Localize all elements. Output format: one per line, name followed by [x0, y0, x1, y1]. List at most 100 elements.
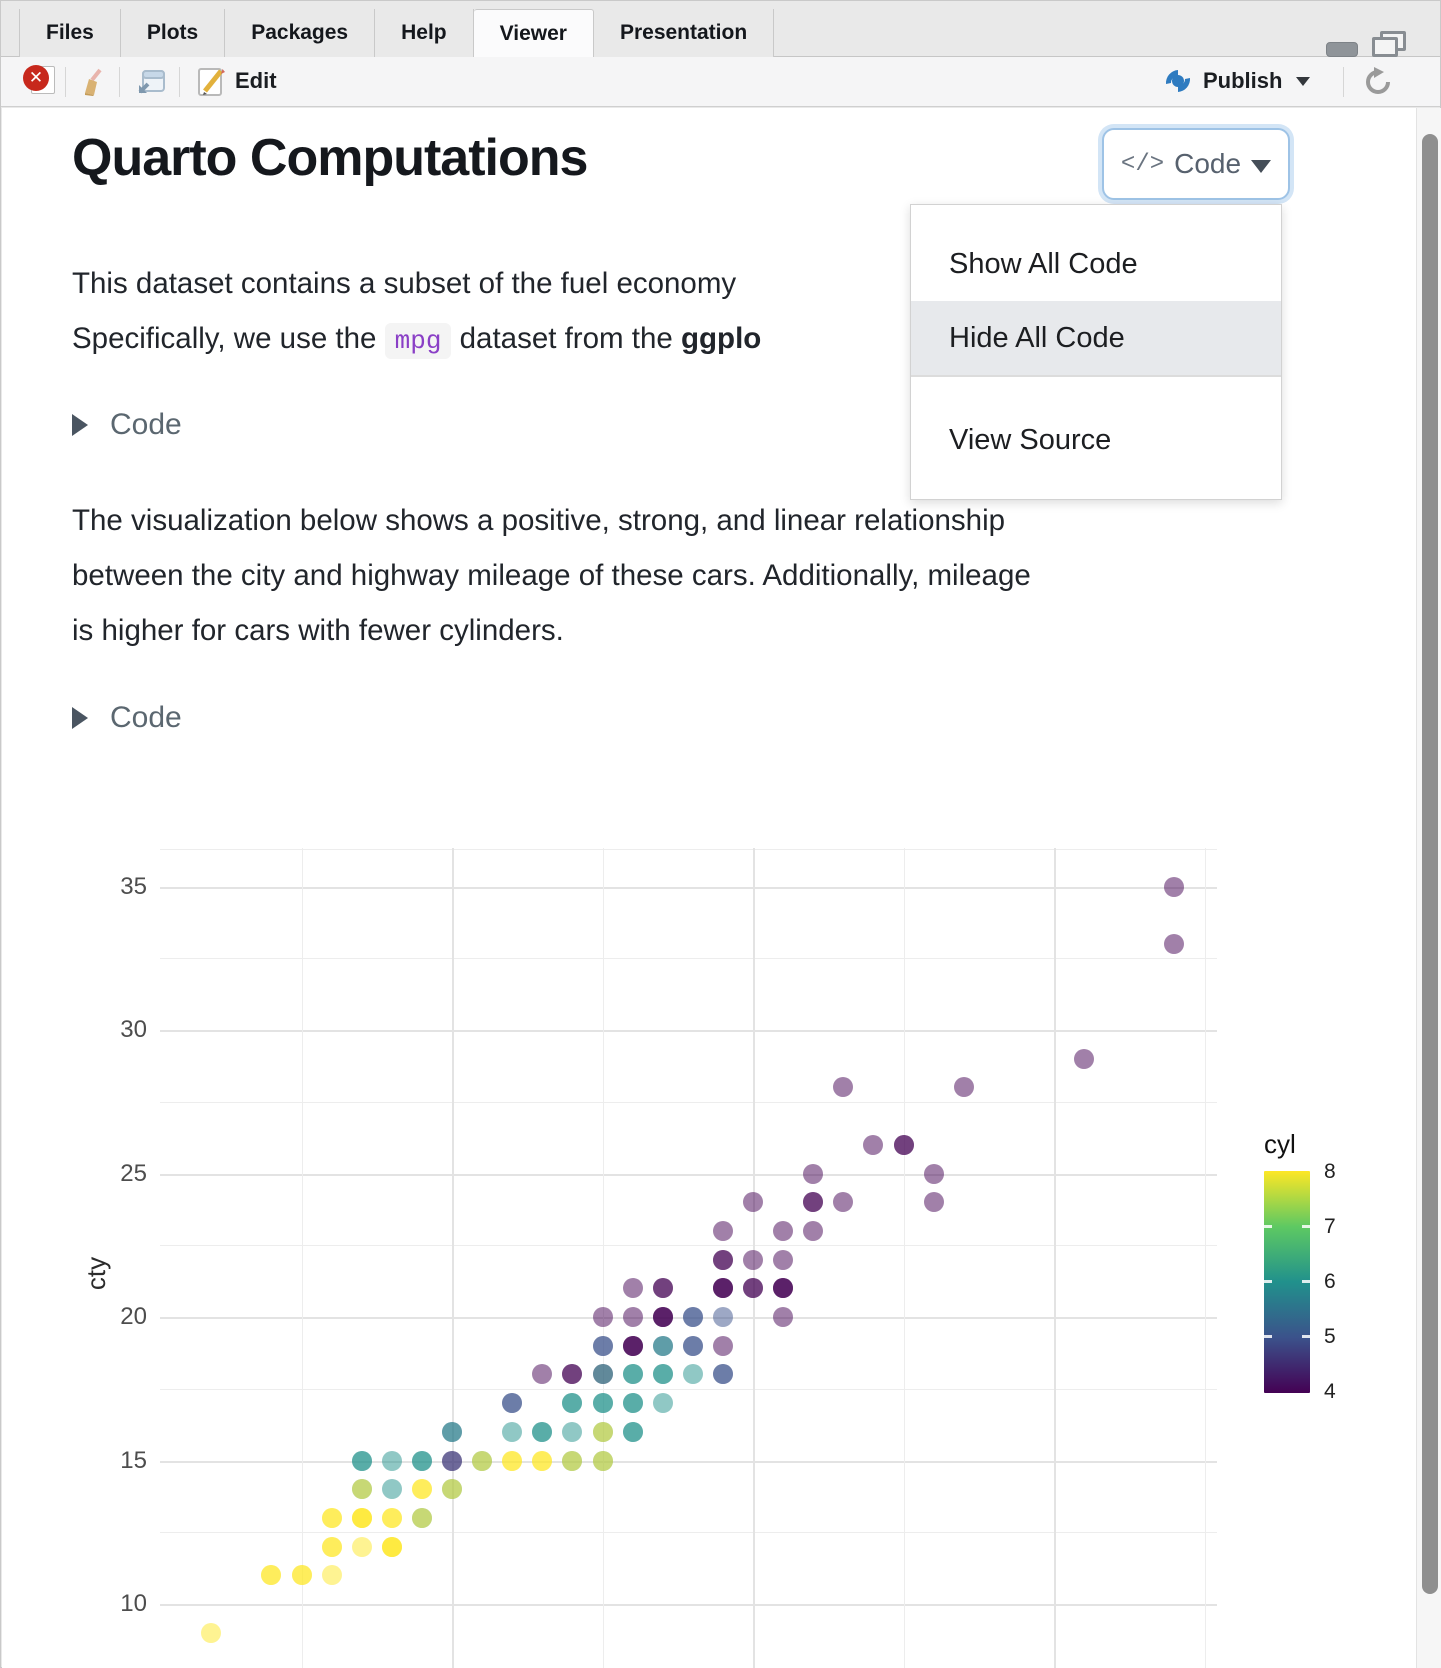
data-point	[682, 1307, 703, 1327]
menu-item-show-all-code[interactable]: Show All Code	[949, 247, 1138, 280]
y-axis-tick-label: 25	[120, 1159, 147, 1187]
data-point	[712, 1220, 733, 1241]
gridline-x-major	[452, 848, 454, 1668]
data-point	[532, 1450, 553, 1471]
paragraph-2-line1: The visualization below shows a positive…	[72, 504, 1006, 537]
data-point	[1074, 1048, 1095, 1069]
gridline-y-minor	[160, 1532, 1217, 1534]
gridline-y-major	[160, 1604, 1217, 1606]
popout-window-icon	[138, 70, 165, 94]
data-point	[622, 1393, 643, 1414]
data-point	[592, 1421, 613, 1442]
menu-spacer	[911, 377, 1281, 403]
tab-presentation[interactable]: Presentation	[593, 9, 775, 57]
data-point	[773, 1278, 794, 1299]
paragraph-2-line2: between the city and highway mileage of …	[72, 559, 1031, 592]
page-title: Quarto Computations	[72, 129, 588, 187]
data-point	[502, 1393, 523, 1414]
gridline-y-minor	[160, 1245, 1217, 1247]
data-point	[472, 1450, 493, 1471]
y-axis-tick-label: 20	[120, 1303, 147, 1330]
publish-dropdown-caret[interactable]	[1296, 76, 1311, 86]
legend-tick-label: 8	[1324, 1160, 1336, 1183]
code-fold-1[interactable]: Code	[72, 408, 182, 442]
refresh-icon	[1366, 67, 1390, 94]
data-point	[743, 1249, 763, 1270]
viewer-toolbar: ✕	[1, 57, 1440, 107]
data-point	[622, 1307, 643, 1327]
disclosure-triangle-icon	[72, 707, 88, 729]
tab-packages[interactable]: Packages	[225, 9, 376, 57]
data-point	[592, 1364, 613, 1385]
menu-item-view-source[interactable]: View Source	[949, 423, 1112, 456]
tab-plots[interactable]: Plots	[120, 9, 226, 57]
y-axis-tick-label: 30	[120, 1016, 147, 1043]
legend-tick-mark	[1264, 1280, 1272, 1283]
minimize-icon[interactable]	[1326, 42, 1358, 57]
popout-button[interactable]	[135, 67, 167, 97]
data-point	[442, 1421, 462, 1442]
data-point	[351, 1507, 372, 1528]
toolbar-separator	[65, 67, 66, 97]
menu-separator	[911, 375, 1281, 377]
data-point	[712, 1335, 733, 1356]
tab-help[interactable]: Help	[375, 9, 474, 57]
scrollbar-thumb[interactable]	[1422, 134, 1438, 1594]
toolbar-separator	[179, 67, 180, 97]
code-fold-label: Code	[110, 701, 182, 734]
data-point	[743, 1278, 763, 1299]
code-button-label: Code	[1174, 148, 1242, 179]
legend-tick-label: 6	[1324, 1270, 1336, 1293]
data-point	[321, 1536, 342, 1557]
data-point	[803, 1163, 824, 1184]
data-point	[743, 1192, 763, 1213]
gridline-x-minor	[903, 848, 905, 1668]
data-point	[803, 1192, 824, 1213]
legend-tick-mark	[1302, 1335, 1310, 1338]
data-point	[291, 1565, 312, 1586]
code-menu-button[interactable]: </> Code	[1102, 128, 1290, 200]
paragraph-1-line1: This dataset contains a subset of the fu…	[72, 267, 737, 300]
menu-item-hide-all-code[interactable]: Hide All Code	[911, 301, 1281, 375]
stop-button[interactable]: ✕	[23, 63, 55, 95]
edit-button[interactable]: Edit	[197, 65, 277, 97]
edit-pencil-icon	[198, 68, 225, 96]
edit-label: Edit	[235, 68, 277, 93]
restore-window-icon[interactable]	[1372, 31, 1406, 57]
publish-button[interactable]: Publish	[1161, 66, 1311, 96]
code-fold-label: Code	[110, 408, 182, 441]
data-point	[622, 1278, 643, 1299]
data-point	[622, 1421, 643, 1442]
data-point	[502, 1450, 523, 1471]
code-icon: </>	[1120, 150, 1165, 178]
data-point	[712, 1249, 733, 1270]
refresh-button[interactable]	[1361, 65, 1395, 99]
gridline-x-major	[1054, 848, 1056, 1668]
data-point	[652, 1393, 673, 1414]
paragraph-2-line3: is higher for cars with fewer cylinders.	[72, 614, 564, 647]
data-point	[712, 1307, 733, 1327]
y-axis-tick-label: 10	[120, 1590, 147, 1617]
data-point	[1164, 876, 1185, 897]
data-point	[592, 1450, 613, 1471]
tab-viewer[interactable]: Viewer	[473, 9, 594, 57]
paragraph-1-line2-pre: Specifically, we use the	[72, 322, 385, 355]
code-fold-2[interactable]: Code	[72, 701, 182, 735]
paragraph-2: The visualization below shows a positive…	[72, 493, 1362, 658]
clear-viewer-button[interactable]	[79, 67, 109, 97]
tab-files[interactable]: Files	[19, 9, 121, 57]
data-point	[381, 1479, 402, 1500]
data-point	[502, 1421, 523, 1442]
data-point	[712, 1364, 733, 1385]
data-point	[622, 1335, 643, 1356]
y-axis-tick-label: 15	[120, 1446, 147, 1474]
scrollbar-track[interactable]	[1416, 108, 1441, 1668]
data-point	[532, 1421, 553, 1442]
legend-tick-label: 7	[1324, 1215, 1336, 1238]
data-point	[863, 1134, 884, 1155]
data-point	[411, 1450, 432, 1471]
broom-icon	[85, 68, 102, 96]
gridline-y-major	[160, 1460, 1217, 1463]
data-point	[773, 1307, 794, 1327]
